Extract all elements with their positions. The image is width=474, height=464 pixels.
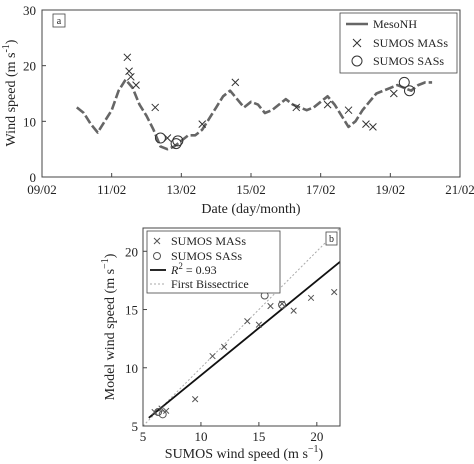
panel-b-y-tick-label: 20: [125, 244, 138, 259]
panel-b-y-tick-label: 15: [125, 303, 138, 318]
panel-b-x-axis-label: SUMOS wind speed (m s−1): [165, 444, 324, 462]
panel-b-x-label-exponent: −1: [308, 444, 319, 455]
panel-b-legend-box: [146, 230, 281, 294]
panel-a-x-tick-label: 13/02: [167, 182, 197, 197]
panel-a-x-tick-label: 17/02: [306, 182, 336, 197]
panel-b-ticks: [142, 250, 318, 427]
panel-b-y-tick-label: 5: [132, 419, 139, 434]
mas-point: [151, 103, 160, 112]
mas-scatter-point: [191, 396, 199, 403]
sas-point: [170, 138, 182, 150]
first-bissectrice-line: [142, 227, 341, 427]
panel-b-x-label-main: SUMOS wind speed (m s: [165, 447, 308, 462]
panel-a-x-tick-label: 21/02: [445, 182, 474, 197]
panel-a: 09/02 11/02 13/02 15/02 17/02 19/02 21/02 0 10 20…: [1, 3, 474, 217]
panel-a-x-axis-label: Date (day/month): [201, 202, 300, 217]
sas-scatter-point: [158, 410, 167, 419]
panel-a-y-tick-label: 10: [23, 114, 36, 129]
mas-scatter-point: [290, 307, 297, 314]
panel-a-y-label-close: ): [4, 39, 19, 44]
panel-b-y-axis-label: Model wind speed (m s−1): [100, 253, 118, 400]
panel-a-ticks: [41, 9, 461, 178]
legend-mesonh-label: MesoNH: [373, 17, 417, 31]
panel-b-letter: b: [329, 234, 334, 245]
legend-sas-marker-a: [351, 55, 363, 67]
legend-fit-r2-value: 0.93: [196, 263, 217, 277]
mas-point: [126, 72, 135, 81]
sas-scatter-point: [278, 300, 287, 309]
legend-fit-label: R2 = 0.93: [170, 261, 217, 277]
mas-point: [123, 53, 132, 62]
mas-scatter-point: [244, 318, 251, 325]
panel-b-y-tick-label: 10: [125, 361, 138, 376]
panel-b-y-label-main: Model wind speed (m s: [103, 269, 118, 400]
mas-point: [362, 120, 370, 128]
panel-a-y-label-exponent: -1: [1, 44, 12, 52]
panel-b-x-tick-label: 5: [140, 429, 147, 444]
legend-bisector-label: First Bissectrice: [171, 277, 249, 291]
panel-a-series-layer: [75, 53, 433, 151]
mas-scatter-point: [220, 343, 228, 350]
legend-mas-label-a: SUMOS MASs: [373, 36, 448, 50]
sas-point: [398, 76, 410, 88]
mas-point: [231, 78, 240, 87]
panel-a-y-tick-label: 20: [23, 59, 36, 74]
panel-a-x-tick-label: 11/02: [97, 182, 126, 197]
panel-b-legend: SUMOS MASs SUMOS SASs R2 = 0.93 First Bi…: [146, 230, 281, 294]
mas-point: [292, 103, 301, 112]
panel-b-x-tick-label: 10: [194, 429, 207, 444]
panel-b-x-label-close: ): [319, 447, 324, 462]
panel-a-y-axis-label: Wind speed (m s-1): [1, 39, 19, 146]
panel-a-x-tick-label: 19/02: [376, 182, 406, 197]
mas-point: [132, 81, 140, 90]
panel-a-letter-box: [52, 13, 66, 28]
mas-scatter-point: [331, 288, 338, 296]
panel-a-legend: MesoNH SUMOS MASs SUMOS SASs: [339, 12, 458, 74]
mas-point: [344, 106, 353, 115]
mas-point: [389, 89, 398, 98]
mas-scatter-point: [158, 405, 165, 412]
mas-scatter-point: [307, 294, 315, 302]
panel-b-letter-box: [325, 231, 338, 246]
mas-point: [125, 67, 133, 76]
mas-point: [369, 123, 377, 131]
panel-a-letter: a: [57, 16, 62, 27]
panel-a-x-tick-label: 15/02: [236, 182, 266, 197]
legend-mas-marker-b: [153, 237, 161, 245]
panel-b-frame: [142, 227, 341, 427]
legend-sas-label-b: SUMOS SASs: [171, 249, 242, 263]
regression-fit-line: [148, 261, 341, 419]
panel-b-y-label-exponent: −1: [100, 258, 111, 269]
panel-a-y-label-main: Wind speed (m s: [4, 53, 19, 147]
sas-point: [403, 85, 415, 97]
sas-scatter-point: [154, 408, 163, 417]
legend-sas-marker-b: [153, 252, 161, 260]
panel-a-y-tick-label: 0: [30, 170, 37, 185]
panel-b-series-layer: [142, 227, 341, 427]
mesonh-line: [75, 78, 433, 151]
mas-scatter-point: [255, 321, 263, 328]
mas-scatter-point: [209, 352, 216, 360]
panel-a-x-tick-label: 09/02: [27, 182, 57, 197]
sas-point: [154, 132, 166, 144]
panel-b-x-tick-label: 20: [310, 429, 323, 444]
mas-scatter-point: [267, 302, 274, 310]
legend-mas-label-b: SUMOS MASs: [171, 234, 246, 248]
panel-a-y-tick-label: 30: [23, 3, 36, 18]
panel-a-tick-labels: 09/02 11/02 13/02 15/02 17/02 19/02 21/02 0 10 20…: [23, 3, 474, 197]
panel-b-y-label-close: ): [103, 253, 118, 258]
mas-point: [198, 120, 207, 128]
panel-b-tick-labels: 5 10 15 20 5 10 15 20: [125, 244, 323, 444]
legend-mas-marker-a: [352, 38, 362, 48]
mas-scatter-point: [163, 407, 170, 415]
mas-point: [323, 100, 332, 109]
legend-sas-label-a: SUMOS SASs: [373, 54, 444, 68]
sas-point: [172, 135, 184, 147]
panel-b-x-tick-label: 15: [252, 429, 265, 444]
